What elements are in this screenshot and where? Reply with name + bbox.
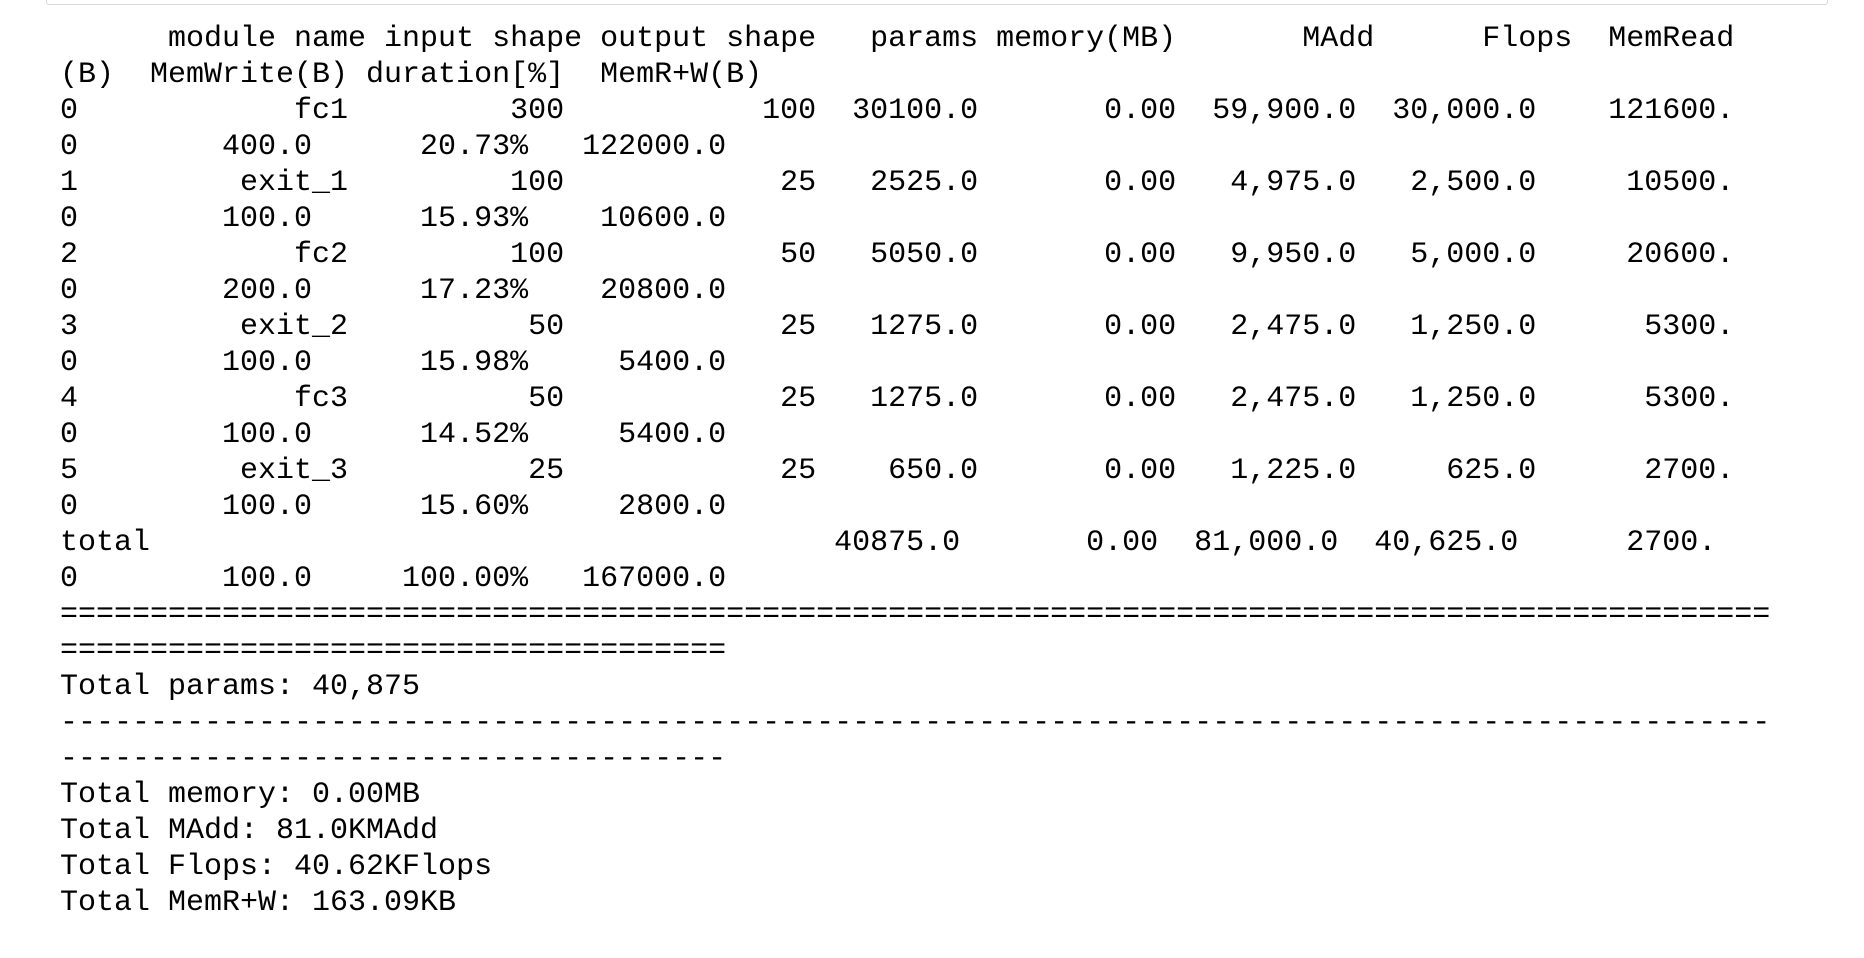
total-madd-line: Total MAdd: 81.0KMAdd <box>60 814 439 848</box>
separator-double-line: ========================================… <box>60 598 1771 632</box>
total-flops-line: Total Flops: 40.62KFlops <box>60 850 493 884</box>
table-total-line: 0 100.0 100.00% 167000.0 <box>60 562 727 596</box>
table-row-line: 2 fc2 100 50 5050.0 0.00 9,950.0 5,000.0… <box>60 238 1735 272</box>
separator-single-line: ----------------------------------------… <box>60 706 1771 740</box>
table-row-line: 3 exit_2 50 25 1275.0 0.00 2,475.0 1,250… <box>60 310 1735 344</box>
table-header-line: (B) MemWrite(B) duration[%] MemR+W(B) <box>60 58 763 92</box>
total-memory-line: Total memory: 0.00MB <box>60 778 421 812</box>
table-row-line: 0 100.0 15.93% 10600.0 <box>60 202 727 236</box>
table-row-line: 0 100.0 15.98% 5400.0 <box>60 346 727 380</box>
table-header-line: module name input shape output shape par… <box>60 22 1735 56</box>
separator-double-line: ===================================== <box>60 634 727 668</box>
table-row-line: 0 fc1 300 100 30100.0 0.00 59,900.0 30,0… <box>60 94 1735 128</box>
notebook-cell-border <box>46 0 1828 5</box>
table-row-line: 0 100.0 14.52% 5400.0 <box>60 418 727 452</box>
total-params-line: Total params: 40,875 <box>60 670 421 704</box>
table-total-line: total 40875.0 0.00 81,000.0 40,625.0 270… <box>60 526 1717 560</box>
cell-output-stream: module name input shape output shape par… <box>60 21 1770 921</box>
table-row-line: 0 100.0 15.60% 2800.0 <box>60 490 727 524</box>
separator-single-line: ------------------------------------- <box>60 742 727 776</box>
total-memrw-line: Total MemR+W: 163.09KB <box>60 886 457 920</box>
table-row-line: 0 200.0 17.23% 20800.0 <box>60 274 727 308</box>
table-row-line: 5 exit_3 25 25 650.0 0.00 1,225.0 625.0 … <box>60 454 1735 488</box>
table-row-line: 1 exit_1 100 25 2525.0 0.00 4,975.0 2,50… <box>60 166 1735 200</box>
table-row-line: 4 fc3 50 25 1275.0 0.00 2,475.0 1,250.0 … <box>60 382 1735 416</box>
table-row-line: 0 400.0 20.73% 122000.0 <box>60 130 727 164</box>
